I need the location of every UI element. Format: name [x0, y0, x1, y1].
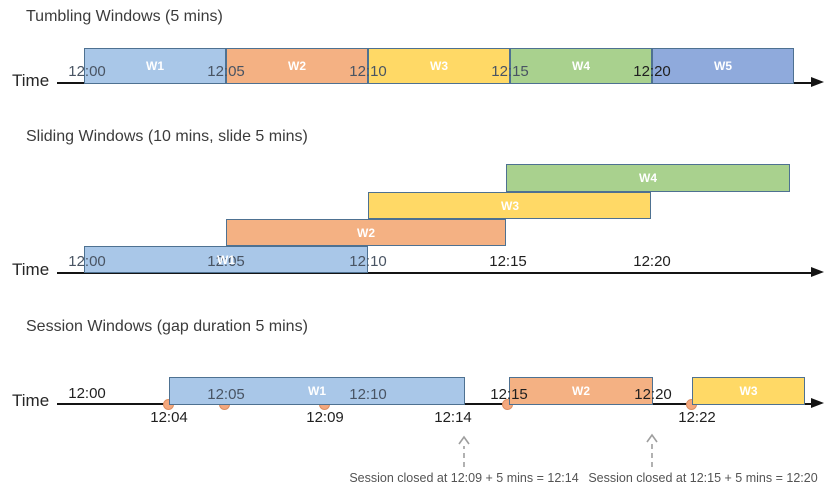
window-label: W1	[146, 59, 164, 73]
session-tick-1205: 12:05	[207, 386, 245, 403]
event-label-1209: 12:09	[306, 409, 344, 426]
event-label-1222: 12:22	[678, 409, 716, 426]
tumbling-tick-1210: 12:10	[349, 63, 387, 80]
sliding-title: Sliding Windows (10 mins, slide 5 mins)	[26, 128, 308, 145]
window-label: W5	[714, 59, 732, 73]
session-time-label: Time	[12, 391, 50, 410]
tumbling-tick-1220: 12:20	[633, 63, 671, 80]
window-label: W2	[572, 384, 590, 398]
event-label-1214: 12:14	[434, 409, 472, 426]
session-close-annotation-2: Session closed at 12:15 + 5 mins = 12:20	[588, 471, 818, 485]
sliding-tick-1215: 12:15	[489, 253, 527, 270]
tumbling-window-w4: W4	[510, 48, 652, 84]
event-label-1204: 12:04	[150, 409, 188, 426]
session-window-w2: W2	[509, 377, 653, 405]
session-close-arrow-icon	[458, 435, 470, 467]
session-close-arrow-icon	[646, 433, 658, 467]
session-close-annotation-1: Session closed at 12:09 + 5 mins = 12:14	[349, 471, 579, 485]
window-label: W2	[288, 59, 306, 73]
window-label: W4	[572, 59, 590, 73]
sliding-tick-1205: 12:05	[207, 253, 245, 270]
window-label: W3	[739, 384, 758, 398]
session-tick-1200: 12:00	[68, 385, 106, 402]
tumbling-window-w2: W2	[226, 48, 368, 84]
tumbling-window-w1: W1	[84, 48, 226, 84]
tumbling-tick-1215: 12:15	[491, 63, 529, 80]
window-label: W2	[357, 226, 375, 240]
sliding-axis-arrowhead-icon	[811, 267, 824, 277]
sliding-time-label: Time	[12, 260, 50, 279]
tumbling-tick-1205: 12:05	[207, 63, 245, 80]
sliding-window-w4	[506, 164, 790, 192]
tumbling-window-w5: W5	[652, 48, 794, 84]
session-window-w1: W1	[169, 377, 465, 405]
sliding-window-w1	[84, 246, 368, 273]
sliding-time-axis	[57, 272, 811, 274]
tumbling-title: Tumbling Windows (5 mins)	[26, 8, 223, 25]
sliding-tick-1220: 12:20	[633, 253, 671, 270]
session-tick-1215: 12:15	[490, 386, 528, 403]
sliding-window-w2	[226, 219, 506, 246]
tumbling-time-label: Time	[12, 71, 50, 90]
session-tick-1220: 12:20	[634, 386, 672, 403]
tumbling-window-w3: W3	[368, 48, 510, 84]
window-label: W1	[217, 253, 235, 267]
sliding-tick-1210: 12:10	[349, 253, 387, 270]
window-label: W4	[639, 171, 657, 185]
tumbling-tick-1200: 12:00	[68, 63, 106, 80]
tumbling-axis-arrowhead-icon	[811, 77, 824, 87]
window-label: W3	[430, 59, 448, 73]
session-tick-1210: 12:10	[349, 386, 387, 403]
sliding-window-w3	[368, 192, 651, 219]
window-label: W1	[308, 384, 326, 398]
session-axis-arrowhead-icon	[811, 398, 824, 408]
session-window-w3: W3	[692, 377, 805, 405]
sliding-tick-1200: 12:00	[68, 253, 106, 270]
window-label: W3	[501, 199, 519, 213]
session-title: Session Windows (gap duration 5 mins)	[26, 318, 308, 335]
